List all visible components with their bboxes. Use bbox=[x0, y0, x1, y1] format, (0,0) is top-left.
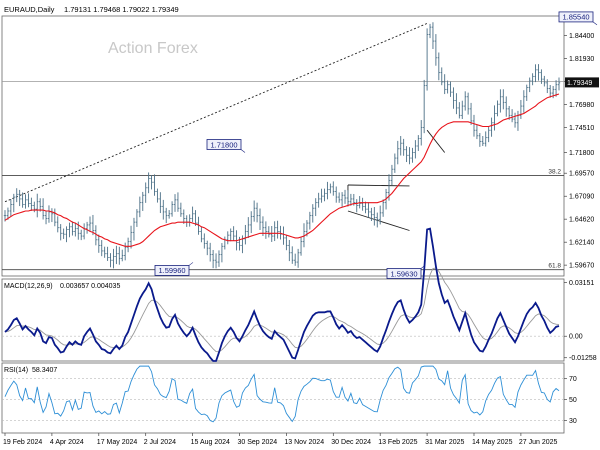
macd-ytick-label: 0.03151 bbox=[569, 280, 594, 287]
x-tick-label: 13 Nov 2024 bbox=[284, 439, 324, 446]
x-tick-label: 30 Dec 2024 bbox=[331, 439, 371, 446]
price-annotations: 1.855401.809401.718001.724501.599601.596… bbox=[154, 11, 598, 279]
price-ytick-label: 1.71800 bbox=[569, 150, 594, 157]
price-ytick-label: 1.81930 bbox=[569, 56, 594, 63]
panel-frames bbox=[1, 15, 565, 434]
rsi-ytick-label: 50 bbox=[569, 397, 577, 404]
moving-average bbox=[4, 93, 560, 247]
rsi-label: RSI(14) bbox=[4, 367, 28, 374]
macd-panel-frame bbox=[1, 278, 565, 362]
price-ytick-label: 1.76980 bbox=[569, 102, 594, 109]
triangle-bottom-line bbox=[347, 210, 410, 231]
price-ytick-label: 1.62140 bbox=[569, 240, 594, 247]
x-tick-label: 19 Feb 2024 bbox=[3, 439, 42, 446]
x-tick-label: 31 Mar 2025 bbox=[425, 439, 464, 446]
chart-ohlc: 1.79131 1.79468 1.79022 1.79349 bbox=[64, 5, 179, 14]
x-tick-label: 2 Jul 2024 bbox=[144, 439, 176, 446]
trendlines bbox=[4, 23, 446, 231]
price-label-box bbox=[558, 11, 594, 23]
price-label-leader bbox=[240, 149, 246, 153]
rsi-panel-frame bbox=[1, 362, 565, 434]
long-trendline bbox=[4, 23, 428, 203]
price-gridlines: 38.2 61.8 bbox=[2, 81, 564, 271]
macd-ytick-label: -0.01258 bbox=[569, 355, 597, 362]
x-tick-label: 14 May 2025 bbox=[472, 439, 513, 446]
rsi-ytick-label: 30 bbox=[569, 418, 577, 425]
price-label-box bbox=[154, 265, 190, 276]
price-ytick-label: 1.59670 bbox=[569, 263, 594, 270]
macd-values: 0.003657 0.004035 bbox=[60, 283, 120, 290]
watermark-text: Action Forex bbox=[108, 40, 198, 57]
macd-line bbox=[4, 227, 560, 362]
price-label-leader bbox=[592, 21, 598, 26]
rsi-line bbox=[4, 365, 560, 423]
x-tick-label: 30 Sep 2024 bbox=[237, 439, 277, 446]
x-tick-label: 27 Jun 2025 bbox=[519, 439, 558, 446]
macd-label: MACD(12,26,9) bbox=[4, 283, 53, 290]
x-tick-label: 13 Feb 2025 bbox=[378, 439, 417, 446]
price-ytick-label: 1.74510 bbox=[569, 125, 594, 132]
price-panel-frame bbox=[1, 15, 565, 277]
x-tick-label: 15 Aug 2024 bbox=[191, 439, 230, 446]
macd-panel bbox=[2, 227, 564, 362]
rsi-ytick-label: 70 bbox=[569, 376, 577, 383]
price-ytick-label: 1.67090 bbox=[569, 194, 594, 201]
current-price-text: 1.79349 bbox=[567, 80, 592, 87]
current-price-tag bbox=[565, 77, 599, 88]
chart-symbol: EURAUD,Daily bbox=[4, 5, 55, 14]
flag-line bbox=[426, 129, 446, 153]
price-series bbox=[3, 22, 561, 269]
price-label-leader bbox=[188, 262, 194, 266]
price-ytick-label: 1.64620 bbox=[569, 217, 594, 224]
price-ytick-label: 1.69570 bbox=[569, 171, 594, 178]
fib-label: 61.8 bbox=[548, 263, 561, 270]
rsi-panel bbox=[2, 365, 564, 423]
macd-signal-line bbox=[4, 267, 560, 353]
ma-line bbox=[4, 93, 560, 247]
x-tick-label: 17 May 2024 bbox=[97, 439, 138, 446]
price-label: 1.59630 bbox=[390, 269, 417, 278]
price-ytick-label: 1.84400 bbox=[569, 33, 594, 40]
rsi-values: 58.3407 bbox=[32, 367, 57, 374]
price-label: 1.85540 bbox=[562, 13, 589, 22]
macd-ytick-label: 0.00 bbox=[569, 334, 583, 341]
price-label-box bbox=[206, 139, 242, 150]
x-tick-label: 4 Apr 2024 bbox=[50, 439, 84, 446]
triangle-top-line bbox=[347, 184, 410, 187]
y-axes: 1.844001.819301.794601.769801.745101.718… bbox=[564, 33, 599, 425]
fib-label: 38.2 bbox=[548, 168, 561, 175]
price-label: 1.59960 bbox=[158, 266, 185, 275]
x-axis: 19 Feb 2024 4 Apr 2024 17 May 2024 2 Jul 20… bbox=[3, 433, 558, 446]
price-label-box bbox=[386, 268, 422, 279]
price-label: 1.71800 bbox=[210, 140, 237, 149]
